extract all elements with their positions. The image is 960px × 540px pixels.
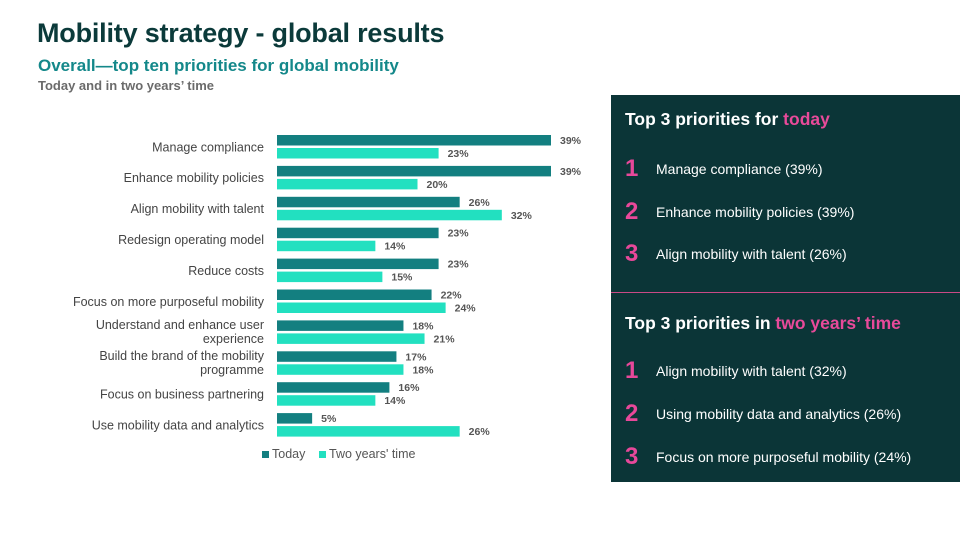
future-priorities-heading: Top 3 priorities in two years’ time xyxy=(625,313,901,334)
data-label: 14% xyxy=(384,241,406,253)
category-label-line: programme xyxy=(200,363,264,377)
top-priorities-panel: Top 3 priorities for today 1 Manage comp… xyxy=(611,95,960,482)
category-label: Build the brand of the mobility programme xyxy=(99,349,264,377)
data-label: 18% xyxy=(412,364,434,376)
data-label: 26% xyxy=(469,197,491,209)
data-label: 17% xyxy=(405,351,427,363)
bar-today xyxy=(277,351,397,362)
today-heading-prefix: Top 3 priorities for xyxy=(625,109,784,129)
category-label: Use mobility data and analytics xyxy=(92,418,264,432)
bar-two-years xyxy=(277,209,502,221)
priority-text: Using mobility data and analytics (26%) xyxy=(656,406,902,422)
today-priority-item: 2 Enhance mobility policies (39%) xyxy=(625,198,955,225)
bar-two-years xyxy=(277,302,446,313)
bar-two-years xyxy=(277,333,425,344)
priority-number: 2 xyxy=(625,198,639,225)
today-priority-item: 3 Align mobility with talent (26%) xyxy=(625,240,955,267)
future-priority-item: 2 Using mobility data and analytics (26%… xyxy=(625,400,955,427)
data-label: 26% xyxy=(469,426,491,438)
data-label: 21% xyxy=(434,333,456,345)
priority-number: 1 xyxy=(625,357,639,384)
data-label: 20% xyxy=(427,179,449,191)
bar-today xyxy=(277,165,551,177)
priority-text: Focus on more purposeful mobility (24%) xyxy=(656,449,912,465)
today-priorities-heading: Top 3 priorities for today xyxy=(625,109,830,130)
bar-two-years xyxy=(277,395,376,406)
bar-today xyxy=(277,258,439,270)
legend-label: Two years' time xyxy=(329,447,415,461)
today-heading-accent: today xyxy=(783,109,830,129)
priority-number: 3 xyxy=(625,443,639,470)
data-label: 5% xyxy=(321,413,337,425)
category-label: Understand and enhance user experience xyxy=(96,318,264,346)
category-label: Align mobility with talent xyxy=(131,202,265,216)
data-label: 22% xyxy=(441,290,463,302)
priority-text: Align mobility with talent (32%) xyxy=(656,363,847,379)
category-label: Enhance mobility policies xyxy=(124,171,264,185)
bar-today xyxy=(277,227,439,239)
priority-number: 2 xyxy=(625,400,639,427)
chart-subtitle: Overall—top ten priorities for global mo… xyxy=(38,56,399,75)
future-priority-item: 1 Align mobility with talent (32%) xyxy=(625,357,955,384)
bar-today xyxy=(277,196,460,208)
data-label: 39% xyxy=(560,135,582,147)
page-title: Mobility strategy - global results xyxy=(37,18,445,48)
data-label: 32% xyxy=(511,210,533,222)
bar-two-years xyxy=(277,178,418,190)
data-label: 14% xyxy=(384,395,406,407)
bar-two-years xyxy=(277,148,439,159)
priority-text: Align mobility with talent (26%) xyxy=(656,246,847,262)
panel-divider xyxy=(611,292,960,293)
future-priority-item: 3 Focus on more purposeful mobility (24%… xyxy=(625,443,955,470)
data-label: 23% xyxy=(448,228,470,240)
bar-two-years xyxy=(277,426,460,437)
bar-today xyxy=(277,135,551,146)
category-label: Focus on more purposeful mobility xyxy=(73,295,265,309)
category-label: Reduce costs xyxy=(188,264,264,278)
data-label: 23% xyxy=(448,148,470,160)
future-heading-prefix: Top 3 priorities in xyxy=(625,313,776,333)
legend-swatch xyxy=(262,451,269,458)
priority-text: Enhance mobility policies (39%) xyxy=(656,204,855,220)
data-label: 15% xyxy=(391,272,413,284)
category-label: Redesign operating model xyxy=(118,233,264,247)
bar-two-years xyxy=(277,240,376,252)
chart-subsubtitle: Today and in two years’ time xyxy=(38,78,215,93)
data-label: 16% xyxy=(398,382,420,394)
data-label: 39% xyxy=(560,166,582,178)
priority-number: 3 xyxy=(625,240,639,267)
bar-today xyxy=(277,289,432,300)
bar-today xyxy=(277,382,390,393)
category-label: Manage compliance xyxy=(152,140,264,154)
data-label: 23% xyxy=(448,259,470,271)
legend-swatch xyxy=(319,451,326,458)
today-priority-item: 1 Manage compliance (39%) xyxy=(625,155,955,182)
bar-today xyxy=(277,413,313,424)
category-label-line: experience xyxy=(203,332,264,346)
priorities-bar-chart: Manage compliance 39% 23% Enhance mobility … xyxy=(73,135,582,461)
priority-text: Manage compliance (39%) xyxy=(656,161,823,177)
category-label-line: Understand and enhance user xyxy=(96,318,264,332)
priority-number: 1 xyxy=(625,155,639,182)
bar-two-years xyxy=(277,364,404,375)
legend-label: Today xyxy=(272,447,306,461)
bar-today xyxy=(277,320,404,331)
bar-two-years xyxy=(277,271,383,283)
category-label: Focus on business partnering xyxy=(100,387,264,401)
category-label-line: Build the brand of the mobility xyxy=(99,349,264,363)
data-label: 24% xyxy=(455,303,477,315)
data-label: 18% xyxy=(412,320,434,332)
future-heading-accent: two years’ time xyxy=(775,313,901,333)
